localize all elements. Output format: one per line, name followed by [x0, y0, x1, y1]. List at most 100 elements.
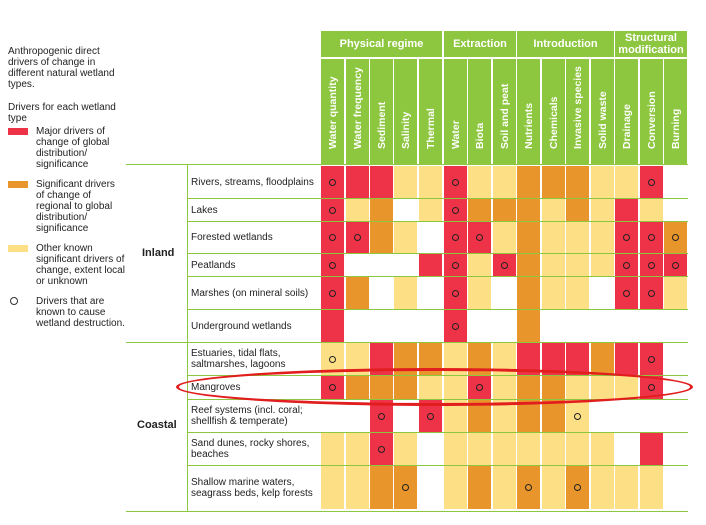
- column-header: Chemicals: [542, 59, 565, 164]
- destruction-circle-icon: [452, 322, 459, 330]
- group-header: Structural modification: [615, 31, 687, 57]
- row-label: Marshes (on mineral soils): [191, 287, 309, 299]
- matrix-cell: [321, 343, 344, 375]
- matrix-cell: [346, 222, 369, 253]
- matrix-cell: [664, 310, 687, 342]
- matrix-cell: [591, 166, 614, 198]
- matrix-cell: [346, 433, 369, 465]
- row-label: Sand dunes, rocky shores, beaches: [191, 438, 310, 460]
- matrix-cell: [517, 400, 540, 432]
- matrix-cell: [419, 466, 442, 509]
- column-header: Solid waste: [591, 59, 614, 164]
- legend: Anthropogenic direct drivers of change i…: [8, 46, 126, 338]
- matrix-cell: [566, 254, 589, 276]
- matrix-cell: [444, 254, 467, 276]
- matrix-cell: [591, 310, 614, 342]
- matrix-cell: [591, 277, 614, 309]
- matrix-cell: [566, 400, 589, 432]
- matrix-cell: [346, 400, 369, 432]
- legend-other: Other known significant drivers of chang…: [8, 243, 126, 287]
- matrix-cell: [346, 199, 369, 221]
- column-header: Invasive species: [566, 59, 589, 164]
- column-header: Sediment: [370, 59, 393, 164]
- destruction-circle-icon: [501, 261, 508, 269]
- matrix-cell: [591, 254, 614, 276]
- destruction-circle-icon: [329, 289, 336, 297]
- row-label: Peatlands: [191, 259, 236, 271]
- destruction-circle-icon: [329, 206, 336, 214]
- matrix-cell: [468, 277, 491, 309]
- matrix-cell: [542, 400, 565, 432]
- matrix-cell: [468, 199, 491, 221]
- matrix-cell: [542, 466, 565, 509]
- destruction-circle-icon: [329, 261, 336, 269]
- legend-major: Major drivers of change of global distri…: [8, 126, 126, 170]
- destruction-circle-icon: [525, 484, 532, 491]
- legend-circle-icon: [10, 297, 18, 305]
- matrix-cell: [419, 343, 442, 375]
- column-header: Soil and peat: [493, 59, 516, 164]
- column-header: Thermal: [419, 59, 442, 164]
- matrix-cell: [370, 222, 393, 253]
- matrix-cell: [566, 277, 589, 309]
- matrix-cell: [664, 277, 687, 309]
- column-header-label: Chemicals: [547, 96, 560, 149]
- category-inland: Inland: [142, 247, 175, 259]
- column-header-label: Biota: [473, 122, 486, 149]
- row-label: Underground wetlands: [191, 320, 292, 332]
- matrix-cell: [444, 310, 467, 342]
- matrix-cell: [615, 277, 638, 309]
- matrix-cell: [664, 166, 687, 198]
- matrix-cell: [346, 310, 369, 342]
- matrix-cell: [591, 466, 614, 509]
- matrix-cell: [468, 254, 491, 276]
- matrix-cell: [640, 343, 663, 375]
- matrix-cell: [370, 254, 393, 276]
- matrix-cell: [419, 277, 442, 309]
- matrix-cell: [444, 277, 467, 309]
- destruction-circle-icon: [329, 178, 336, 186]
- matrix-cell: [444, 222, 467, 253]
- matrix-cell: [517, 310, 540, 342]
- matrix-cell: [615, 310, 638, 342]
- matrix-cell: [517, 343, 540, 375]
- destruction-circle-icon: [672, 234, 679, 241]
- row-rule: [188, 465, 688, 466]
- matrix-cell: [640, 199, 663, 221]
- destruction-circle-icon: [574, 412, 581, 420]
- matrix-cell: [615, 343, 638, 375]
- destruction-circle-icon: [427, 412, 434, 420]
- matrix-cell: [664, 254, 687, 276]
- matrix-cell: [468, 310, 491, 342]
- matrix-cell: [664, 466, 687, 509]
- matrix-cell: [419, 199, 442, 221]
- row-label: Rivers, streams, floodplains: [191, 176, 314, 188]
- column-header: Conversion: [640, 59, 663, 164]
- matrix-cell: [542, 310, 565, 342]
- row-rule: [188, 309, 688, 310]
- legend-destruction: Drivers that are known to cause wetland …: [8, 296, 126, 329]
- matrix-cell: [444, 199, 467, 221]
- destruction-circle-icon: [354, 234, 361, 241]
- matrix-cell: [419, 433, 442, 465]
- matrix-cell: [444, 343, 467, 375]
- matrix-cell: [370, 166, 393, 198]
- column-header-label: Invasive species: [571, 66, 584, 149]
- matrix-cell: [394, 222, 417, 253]
- destruction-circle-icon: [623, 261, 630, 269]
- legend-intro: Anthropogenic direct drivers of change i…: [8, 46, 115, 90]
- matrix-cell: [664, 199, 687, 221]
- row-label: Shallow marine waters, seagrass beds, ke…: [191, 476, 313, 499]
- matrix-cell: [517, 166, 540, 198]
- column-header: Biota: [468, 59, 491, 164]
- matrix-cell: [566, 166, 589, 198]
- matrix-cell: [321, 277, 344, 309]
- matrix-cell: [566, 199, 589, 221]
- top-rule: [126, 164, 688, 165]
- destruction-circle-icon: [452, 178, 459, 186]
- matrix-cell: [640, 222, 663, 253]
- matrix-cell: [346, 343, 369, 375]
- matrix-cell: [566, 310, 589, 342]
- row-label: Estuaries, tidal flats, saltmarshes, lag…: [191, 348, 286, 370]
- column-header: Nutrients: [517, 59, 540, 164]
